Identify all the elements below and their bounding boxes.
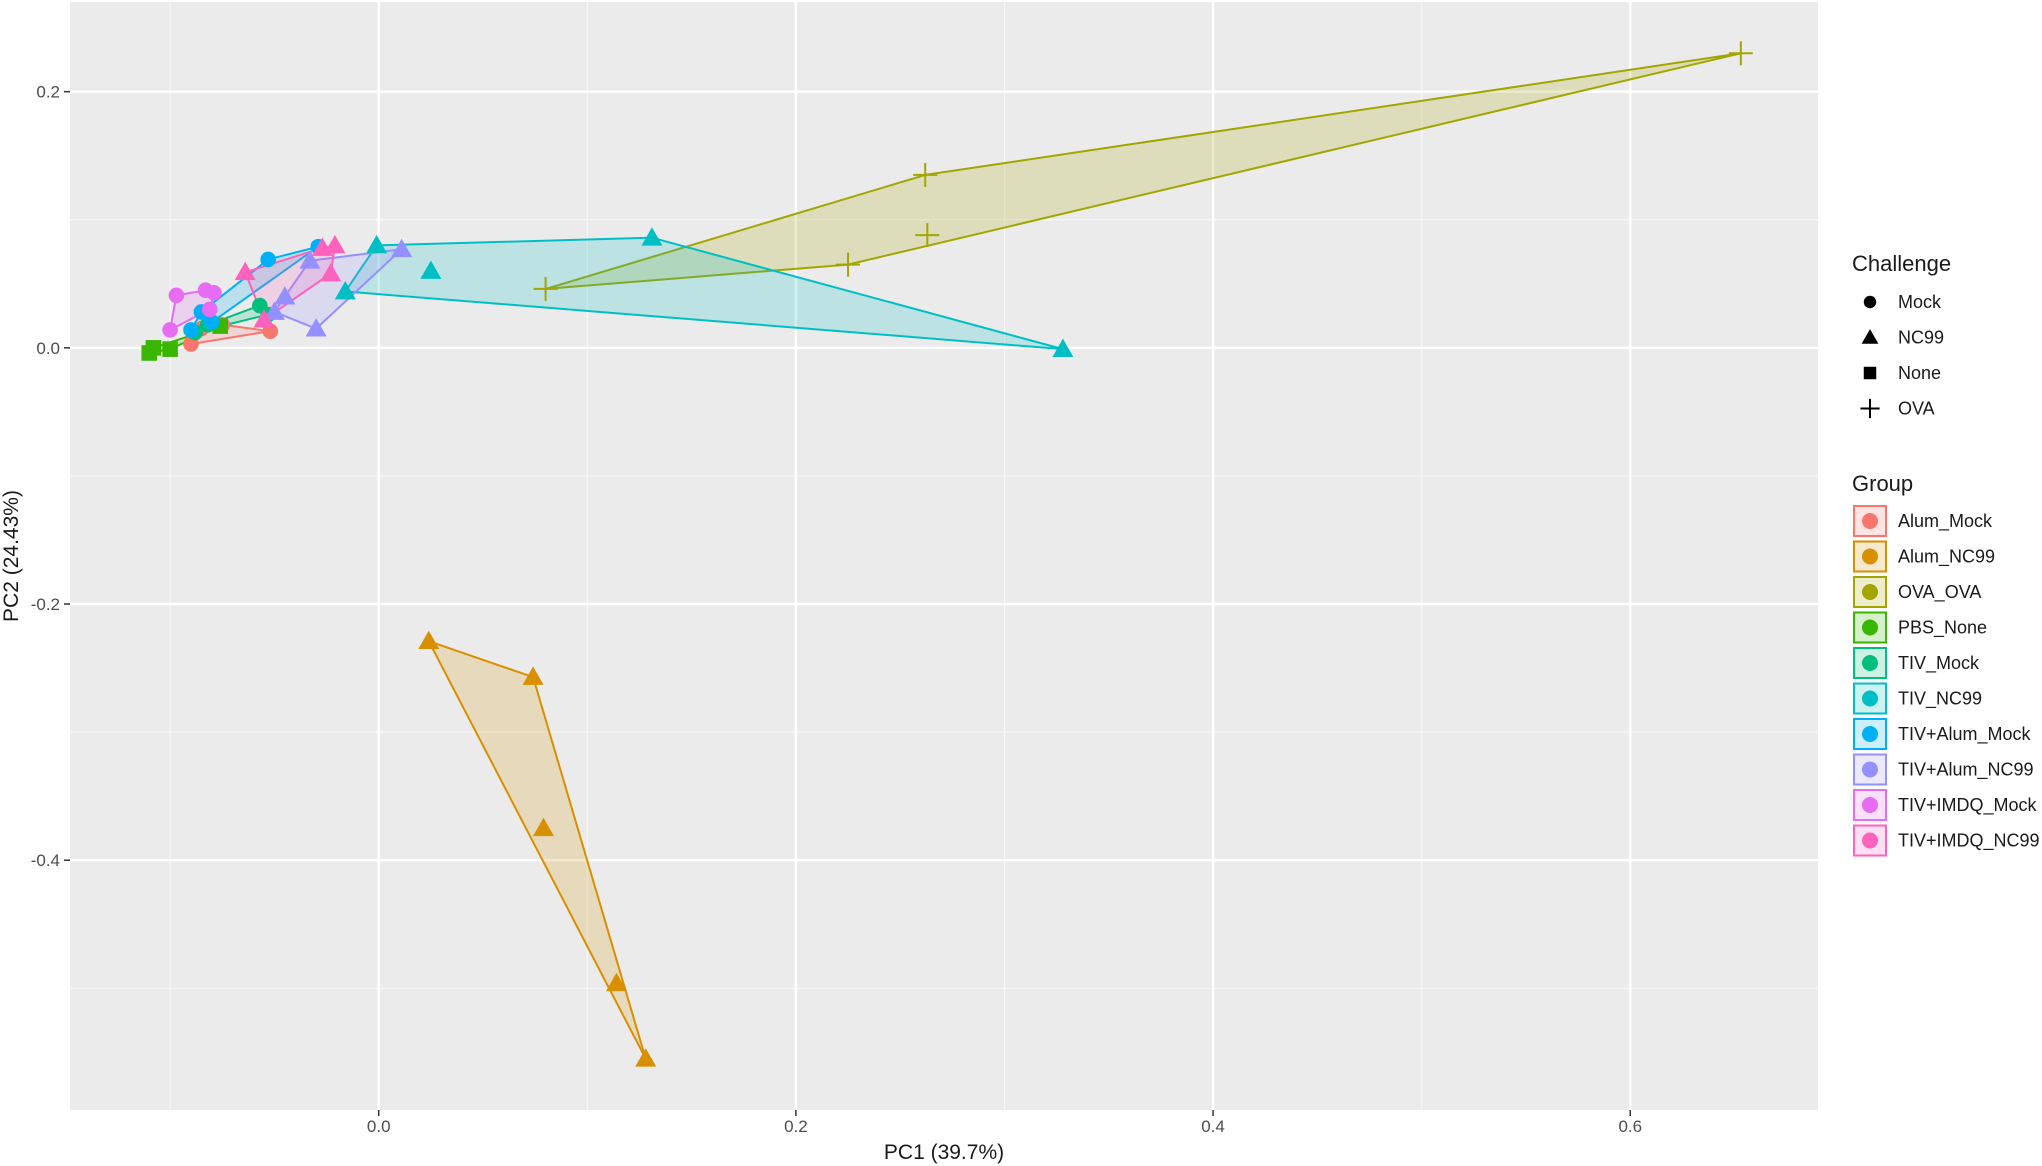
legend-dot-tiv-imdq-mock	[1862, 797, 1878, 813]
legend-label-tiv-imdq-nc99: TIV+IMDQ_NC99	[1898, 831, 2040, 852]
legend-label-nc99: NC99	[1898, 328, 1944, 348]
point-pbs-none	[162, 341, 178, 357]
point-ova-ova	[915, 223, 940, 248]
legend-label-ova-ova: OVA_OVA	[1898, 582, 1981, 603]
legend-swatch-tiv-alum-mock	[1853, 718, 1887, 750]
legend-label-ova: OVA	[1898, 399, 1935, 419]
legend-key-mock	[1863, 295, 1877, 309]
y-axis-title: PC2 (24.43%)	[0, 490, 23, 622]
point-alum-nc99	[606, 972, 628, 992]
legend-swatch-tiv-imdq-mock	[1853, 789, 1887, 821]
point-ova-ova	[533, 276, 558, 301]
legend-key-nc99	[1861, 329, 1879, 344]
y-tick-label: 0.2	[36, 83, 60, 102]
challenge-legend: Mock NC99 None OVA	[1860, 292, 1944, 419]
point-tiv-imdq-nc99	[320, 263, 342, 282]
legend-label-mock: Mock	[1898, 292, 1942, 312]
legend-dot-tiv-imdq-nc99	[1862, 832, 1878, 849]
group-legend: Alum_Mock Alum_NC99 OVA_OVA PBS_None TIV_Moc…	[1853, 505, 2040, 857]
legend-dot-tiv-alum-mock	[1862, 726, 1878, 742]
point-ova-ova	[913, 162, 938, 187]
x-axis-ticks: 0.0 0.2 0.4 0.6	[367, 1110, 1642, 1136]
point-tiv-alum-mock	[204, 314, 220, 331]
x-tick-label: 0.0	[367, 1117, 391, 1136]
point-tiv-imdq-nc99	[324, 234, 346, 254]
legend-label-alum-nc99: Alum_NC99	[1898, 547, 1995, 568]
y-tick-label: -0.4	[31, 851, 60, 870]
hull-alum-nc99	[427, 640, 647, 1060]
legend-dot-alum-nc99	[1862, 548, 1878, 565]
point-tiv-imdq-nc99	[234, 261, 256, 281]
data-points	[141, 41, 1753, 1067]
legend-dot-ova-ova	[1862, 584, 1878, 600]
point-tiv-imdq-mock	[206, 284, 222, 301]
legend-label-tiv-nc99: TIV_NC99	[1898, 689, 1982, 710]
legend-dot-pbs-none	[1862, 619, 1878, 636]
legend-label-tiv-imdq-mock: TIV+IMDQ_Mock	[1898, 795, 2038, 816]
challenge-legend-title: Challenge	[1852, 251, 1951, 276]
y-tick-label: 0.0	[36, 339, 60, 358]
point-tiv-imdq-mock	[201, 301, 218, 318]
legend-dot-alum-mock	[1862, 513, 1878, 529]
major-gridlines	[70, 2, 1818, 1110]
legend-swatch-tiv-imdq-nc99	[1853, 824, 1887, 857]
point-tiv-nc99	[420, 260, 442, 279]
point-tiv-alum-nc99	[391, 238, 413, 258]
point-alum-nc99	[522, 666, 544, 685]
point-tiv-imdq-nc99	[253, 309, 275, 328]
x-axis-title: PC1 (39.7%)	[884, 1141, 1004, 1164]
y-axis-ticks: 0.2 0.0 -0.2 -0.4	[31, 83, 70, 870]
legend-key-ova	[1860, 398, 1880, 419]
legend-label-tiv-mock: TIV_Mock	[1898, 653, 1980, 674]
point-alum-nc99	[635, 1048, 657, 1067]
point-tiv-nc99	[1052, 338, 1074, 358]
point-tiv-alum-nc99	[263, 301, 285, 320]
point-tiv-imdq-mock	[162, 322, 178, 338]
point-ova-ova	[836, 252, 861, 277]
minor-gridlines	[70, 2, 1818, 1110]
legend-key-none	[1863, 366, 1877, 380]
x-tick-label: 0.4	[1201, 1117, 1225, 1136]
point-tiv-alum-nc99	[299, 250, 321, 269]
y-tick-label: -0.2	[31, 595, 60, 614]
legend-label-tiv-alum-mock: TIV+Alum_Mock	[1898, 724, 2032, 745]
point-tiv-alum-mock	[260, 251, 276, 268]
legend-label-alum-mock: Alum_Mock	[1898, 511, 1993, 532]
point-tiv-nc99	[334, 280, 356, 300]
point-tiv-alum-nc99	[274, 286, 296, 305]
point-pbs-none	[145, 340, 162, 356]
point-ova-ova	[1728, 41, 1753, 66]
legend-label-pbs-none: PBS_None	[1898, 618, 1987, 639]
point-alum-nc99	[533, 817, 555, 837]
legend-label-tiv-alum-nc99: TIV+Alum_NC99	[1898, 760, 2034, 781]
point-tiv-alum-mock	[183, 322, 199, 338]
plot-panel	[70, 2, 1818, 1110]
x-tick-label: 0.2	[784, 1117, 808, 1136]
legend-dot-tiv-mock	[1862, 655, 1878, 671]
legend-dot-tiv-nc99	[1862, 690, 1878, 707]
legend-dot-tiv-alum-nc99	[1862, 761, 1878, 778]
point-tiv-nc99	[641, 227, 663, 246]
x-tick-label: 0.6	[1618, 1117, 1642, 1136]
legend-label-none: None	[1898, 363, 1941, 383]
point-alum-nc99	[418, 630, 440, 650]
group-legend-title: Group	[1852, 471, 1913, 496]
point-tiv-nc99	[366, 234, 388, 254]
point-tiv-alum-nc99	[305, 318, 327, 337]
point-tiv-imdq-mock	[168, 287, 185, 304]
